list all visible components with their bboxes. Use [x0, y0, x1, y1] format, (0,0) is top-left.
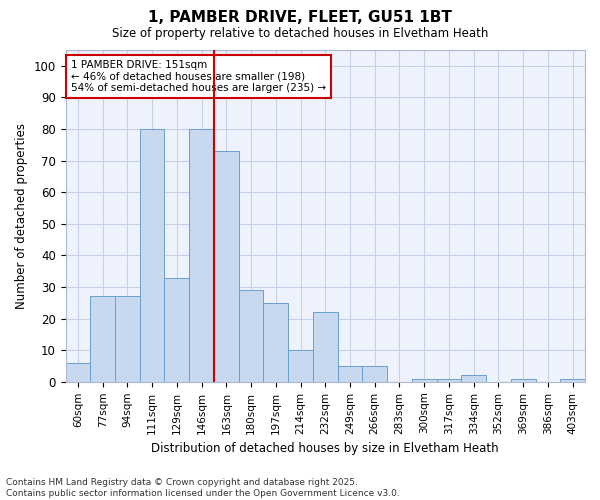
Y-axis label: Number of detached properties: Number of detached properties: [15, 123, 28, 309]
Text: 1 PAMBER DRIVE: 151sqm
← 46% of detached houses are smaller (198)
54% of semi-de: 1 PAMBER DRIVE: 151sqm ← 46% of detached…: [71, 60, 326, 93]
X-axis label: Distribution of detached houses by size in Elvetham Heath: Distribution of detached houses by size …: [151, 442, 499, 455]
Bar: [140, 129, 164, 382]
Bar: [313, 312, 338, 382]
Bar: [412, 378, 437, 382]
Bar: [115, 296, 140, 382]
Bar: [362, 366, 387, 382]
Bar: [560, 378, 585, 382]
Bar: [164, 278, 189, 382]
Bar: [189, 129, 214, 382]
Text: Contains HM Land Registry data © Crown copyright and database right 2025.
Contai: Contains HM Land Registry data © Crown c…: [6, 478, 400, 498]
Text: 1, PAMBER DRIVE, FLEET, GU51 1BT: 1, PAMBER DRIVE, FLEET, GU51 1BT: [148, 10, 452, 25]
Bar: [338, 366, 362, 382]
Bar: [214, 151, 239, 382]
Bar: [461, 376, 486, 382]
Bar: [437, 378, 461, 382]
Bar: [90, 296, 115, 382]
Bar: [511, 378, 536, 382]
Bar: [263, 303, 288, 382]
Bar: [239, 290, 263, 382]
Bar: [65, 363, 90, 382]
Text: Size of property relative to detached houses in Elvetham Heath: Size of property relative to detached ho…: [112, 28, 488, 40]
Bar: [288, 350, 313, 382]
